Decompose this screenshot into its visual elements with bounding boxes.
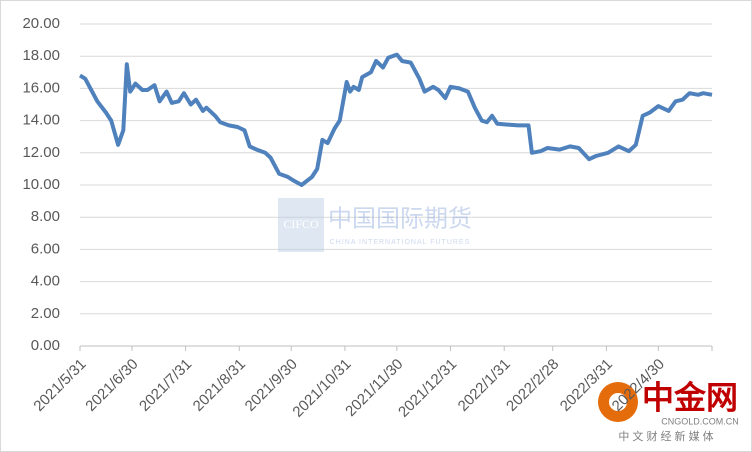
y-tick-label: 8.00: [31, 208, 60, 225]
y-tick-label: 10.00: [22, 176, 60, 193]
y-tick-label: 2.00: [31, 305, 60, 322]
y-tick-label: 16.00: [22, 79, 60, 96]
watermark-text: 中国国际期货: [328, 205, 472, 232]
watermark-text: CNGOLD.COM.CN: [661, 416, 739, 426]
y-tick-label: 14.00: [22, 112, 60, 129]
y-tick-label: 0.00: [31, 337, 60, 354]
y-tick-label: 18.00: [22, 47, 60, 64]
y-tick-label: 6.00: [31, 240, 60, 257]
watermark-text: CIFCO: [283, 217, 319, 231]
cifco-watermark: CIFCO 中国国际期货 CHINA INTERNATIONAL FUTURES: [278, 198, 472, 252]
watermark-text: 中 文 财 经 新 媒 体: [618, 429, 713, 443]
watermark-text: CHINA INTERNATIONAL FUTURES: [330, 239, 471, 246]
watermark-logo: [278, 198, 324, 252]
watermark-text: 中金网: [642, 379, 738, 415]
line-series: [78, 52, 713, 187]
y-tick-label: 20.00: [22, 15, 60, 32]
y-tick-label: 4.00: [31, 273, 60, 290]
y-tick-label: 12.00: [22, 144, 60, 161]
watermark-logo: [609, 393, 627, 411]
site-watermark: 中金网 CNGOLD.COM.CN 中 文 财 经 新 媒 体: [598, 379, 739, 443]
